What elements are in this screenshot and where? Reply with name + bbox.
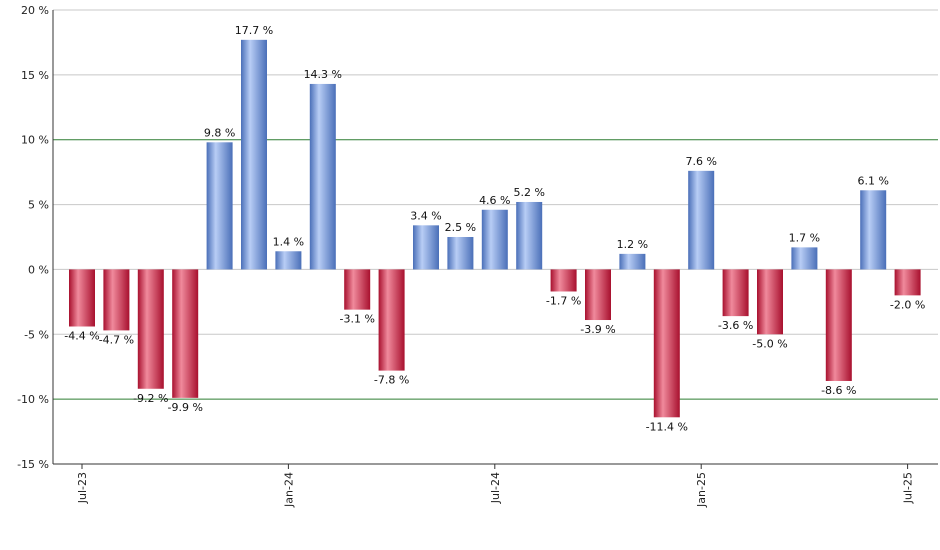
data-label: 14.3 % (304, 68, 342, 81)
bar-apr-25 (791, 247, 818, 270)
bar-jun-24 (447, 237, 474, 270)
bar-dec-24 (653, 269, 680, 418)
data-label: -3.9 % (580, 323, 615, 336)
bar-aug-24 (516, 201, 543, 270)
data-label: -2.0 % (890, 298, 925, 311)
bar-may-24 (413, 225, 439, 270)
data-label: -8.6 % (821, 384, 856, 397)
data-label: -3.6 % (718, 319, 753, 332)
bar-aug-23 (103, 269, 130, 331)
data-label: -1.7 % (546, 294, 581, 307)
data-label: -5.0 % (752, 337, 787, 350)
bar-may-25 (825, 269, 852, 381)
bar-feb-24 (309, 83, 336, 270)
bar-jun-25 (860, 190, 887, 270)
x-tick-label: Jan-24 (282, 472, 295, 508)
bar-nov-23 (206, 142, 233, 270)
data-label: -3.1 % (339, 313, 374, 326)
x-tick-label: Jul-25 (902, 472, 915, 504)
data-label: 17.7 % (235, 24, 273, 37)
data-label: -7.8 % (374, 374, 409, 387)
data-label: 3.4 % (410, 209, 441, 222)
data-label: -9.2 % (133, 392, 168, 405)
bar-nov-24 (619, 253, 646, 270)
data-label: 5.2 % (513, 186, 544, 199)
y-tick-label: 20 % (21, 4, 49, 17)
bar-sep-23 (137, 269, 164, 389)
data-label: 2.5 % (445, 221, 476, 234)
y-tick-label: 15 % (21, 69, 49, 82)
bar-dec-23 (241, 39, 267, 270)
y-tick-label: -5 % (24, 328, 49, 341)
y-tick-label: 5 % (28, 199, 49, 212)
bar-oct-24 (585, 269, 611, 321)
x-tick-label: Jul-23 (76, 472, 89, 504)
data-label: -9.9 % (167, 401, 202, 414)
bar-mar-25 (757, 269, 783, 335)
bar-mar-24 (344, 269, 371, 310)
data-label: 4.6 % (479, 194, 510, 207)
y-tick-label: 10 % (21, 134, 49, 147)
bar-jan-24 (275, 251, 302, 270)
data-label: 1.4 % (273, 235, 304, 248)
data-label: 7.6 % (685, 155, 716, 168)
bar-oct-23 (172, 269, 199, 398)
data-label: 9.8 % (204, 126, 235, 139)
bar-jul-23 (69, 269, 95, 327)
bar-apr-24 (378, 269, 405, 371)
bar-jul-24 (481, 209, 508, 270)
data-label: 1.2 % (617, 238, 648, 251)
bar-sep-24 (550, 269, 577, 292)
bars (69, 39, 921, 418)
axes: 20 % 15 % 10 % 5 % 0 % -5 % -10 % -15 % Jul-23 Ja… (17, 4, 938, 508)
data-label: 1.7 % (789, 231, 820, 244)
y-tick-label: -15 % (17, 458, 49, 471)
data-labels: -4.4 %-4.7 % -9.2 %-9.9 % 9.8 % 17.7 % 1.4 %… (64, 24, 925, 433)
x-tick-label: Jan-25 (695, 472, 708, 508)
y-tick-label: 0 % (28, 263, 49, 276)
y-tick-label: -10 % (17, 393, 49, 406)
data-label: -4.7 % (99, 333, 134, 346)
bar-jul-25 (894, 269, 921, 296)
data-label: 6.1 % (857, 174, 888, 187)
data-label: -4.4 % (64, 330, 99, 343)
x-tick-label: Jul-24 (489, 472, 502, 504)
data-label: -11.4 % (646, 420, 688, 433)
bar-feb-25 (722, 269, 749, 317)
bar-jan-25 (688, 170, 715, 270)
